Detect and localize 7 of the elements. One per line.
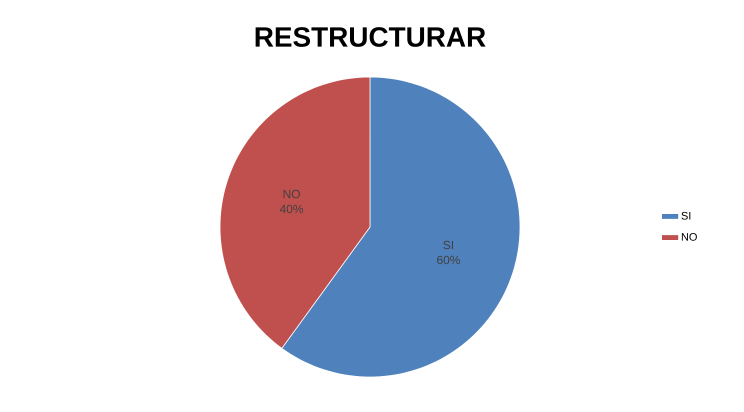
- legend-label: SI: [681, 212, 690, 220]
- slice-label: NO: [284, 190, 300, 198]
- chart-title: RESTRUCTURAR: [256, 27, 486, 47]
- legend-label: NO: [682, 232, 697, 241]
- slice-label: SI: [443, 240, 454, 250]
- data-label: 40%: [280, 204, 304, 214]
- data-label: 60%: [437, 256, 460, 264]
